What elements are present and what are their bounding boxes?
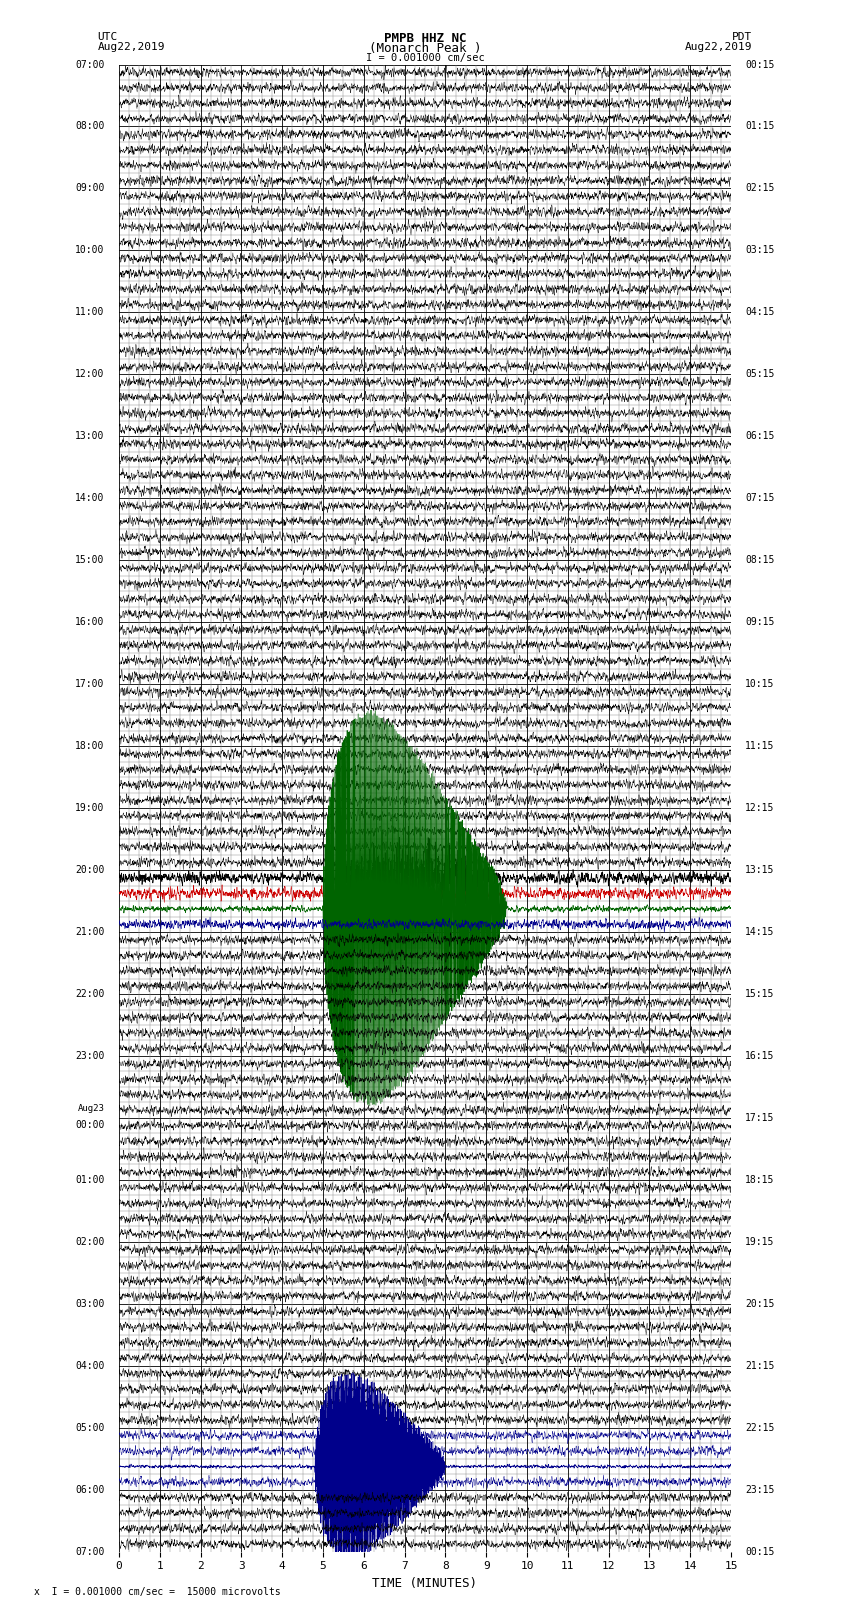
Text: 17:15: 17:15 [745,1113,774,1123]
Text: 14:15: 14:15 [745,927,774,937]
Text: 11:00: 11:00 [76,308,105,318]
Text: 07:15: 07:15 [745,494,774,503]
Text: Aug22,2019: Aug22,2019 [98,42,165,52]
Text: 01:00: 01:00 [76,1174,105,1186]
Text: UTC: UTC [98,32,118,42]
Text: x  I = 0.001000 cm/sec =  15000 microvolts: x I = 0.001000 cm/sec = 15000 microvolts [34,1587,280,1597]
Text: 00:00: 00:00 [76,1121,105,1131]
Text: 03:15: 03:15 [745,245,774,255]
Text: 21:15: 21:15 [745,1361,774,1371]
Text: 00:15: 00:15 [745,60,774,69]
Text: 15:15: 15:15 [745,989,774,998]
Text: 02:15: 02:15 [745,184,774,194]
Text: Aug23: Aug23 [78,1105,105,1113]
Text: 19:15: 19:15 [745,1237,774,1247]
Text: 08:15: 08:15 [745,555,774,565]
Text: 15:00: 15:00 [76,555,105,565]
Text: 17:00: 17:00 [76,679,105,689]
Text: PMPB HHZ NC: PMPB HHZ NC [383,32,467,45]
Text: 04:00: 04:00 [76,1361,105,1371]
Text: 04:15: 04:15 [745,308,774,318]
Text: 22:00: 22:00 [76,989,105,998]
Text: 19:00: 19:00 [76,803,105,813]
Text: 07:00: 07:00 [76,60,105,69]
Text: 14:00: 14:00 [76,494,105,503]
Text: 09:15: 09:15 [745,618,774,627]
Text: 13:15: 13:15 [745,865,774,876]
Text: 22:15: 22:15 [745,1423,774,1432]
Text: 23:00: 23:00 [76,1052,105,1061]
Text: 16:15: 16:15 [745,1052,774,1061]
Text: 16:00: 16:00 [76,618,105,627]
Text: 06:00: 06:00 [76,1484,105,1495]
X-axis label: TIME (MINUTES): TIME (MINUTES) [372,1578,478,1590]
Text: 01:15: 01:15 [745,121,774,132]
Text: 12:00: 12:00 [76,369,105,379]
Text: 02:00: 02:00 [76,1237,105,1247]
Text: 20:15: 20:15 [745,1298,774,1308]
Text: 05:15: 05:15 [745,369,774,379]
Text: 03:00: 03:00 [76,1298,105,1308]
Text: 09:00: 09:00 [76,184,105,194]
Text: 13:00: 13:00 [76,431,105,442]
Text: 11:15: 11:15 [745,740,774,752]
Text: 23:15: 23:15 [745,1484,774,1495]
Text: 07:00: 07:00 [76,1547,105,1557]
Text: 06:15: 06:15 [745,431,774,442]
Text: 20:00: 20:00 [76,865,105,876]
Text: 00:15: 00:15 [745,1547,774,1557]
Text: 18:00: 18:00 [76,740,105,752]
Text: 05:00: 05:00 [76,1423,105,1432]
Text: 10:00: 10:00 [76,245,105,255]
Text: PDT: PDT [732,32,752,42]
Text: 12:15: 12:15 [745,803,774,813]
Text: 21:00: 21:00 [76,927,105,937]
Text: Aug22,2019: Aug22,2019 [685,42,752,52]
Text: 08:00: 08:00 [76,121,105,132]
Text: (Monarch Peak ): (Monarch Peak ) [369,42,481,55]
Text: 18:15: 18:15 [745,1174,774,1186]
Text: I = 0.001000 cm/sec: I = 0.001000 cm/sec [366,53,484,63]
Text: 10:15: 10:15 [745,679,774,689]
